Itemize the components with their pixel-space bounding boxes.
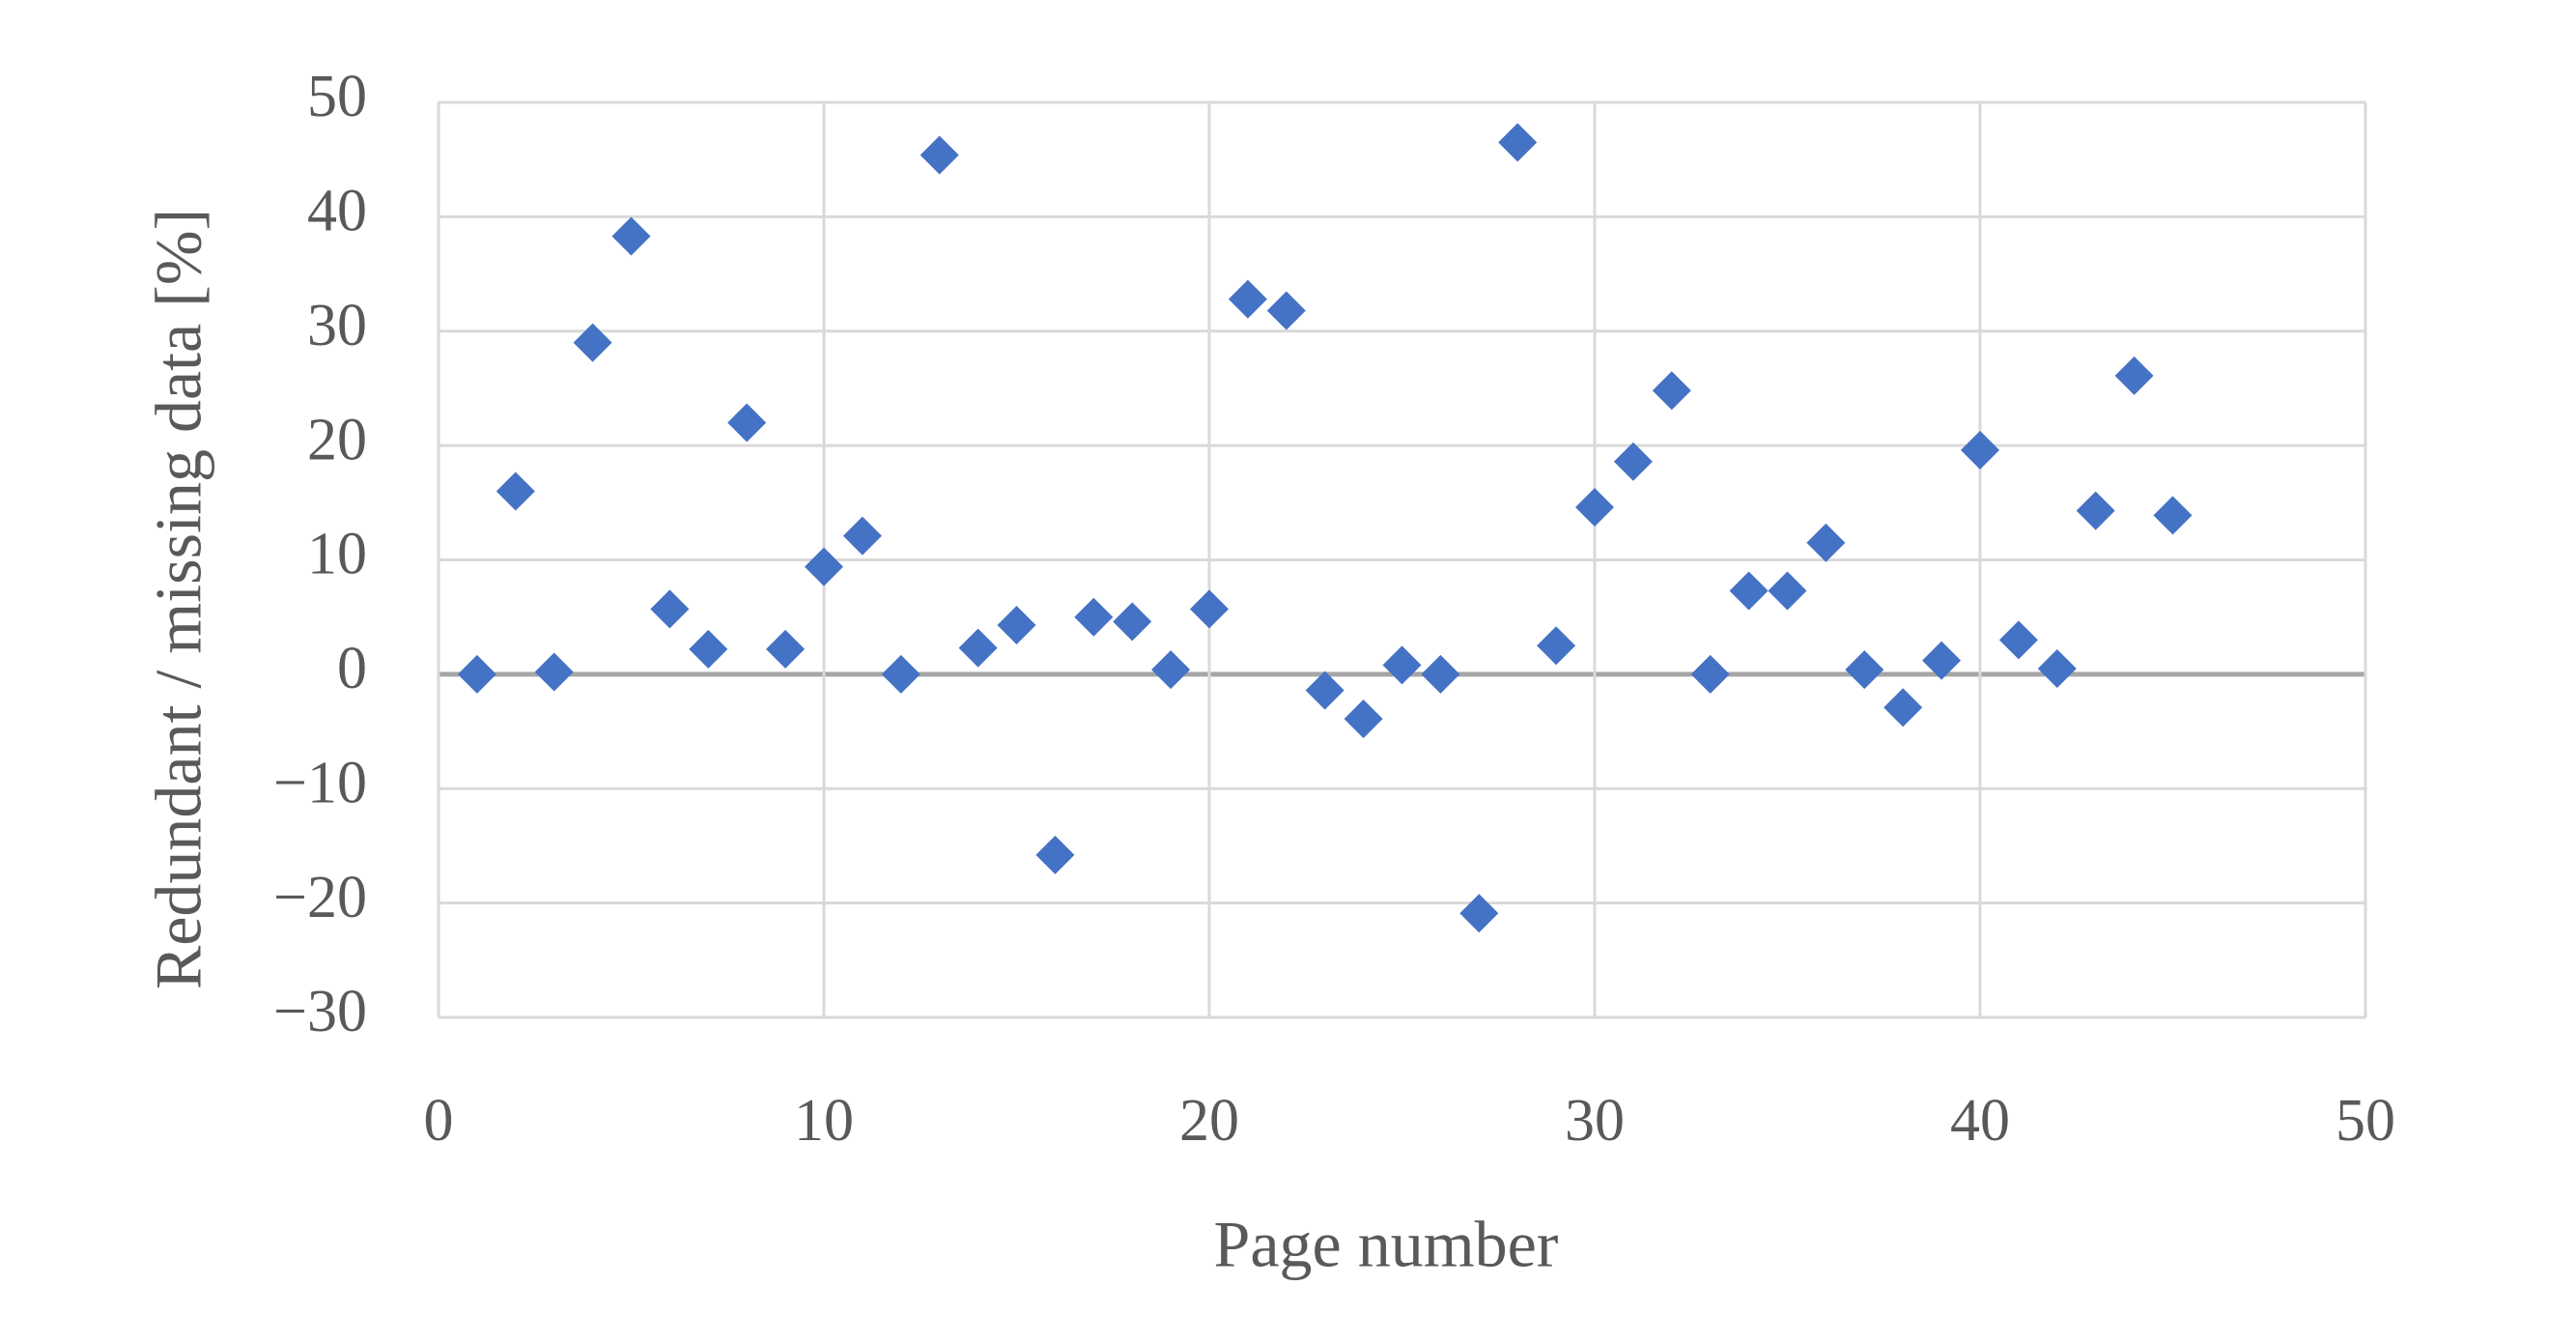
y-tick-label: 40 <box>307 179 367 244</box>
point <box>1113 602 1152 642</box>
point <box>2037 648 2077 688</box>
y-tick-label: 10 <box>307 522 367 587</box>
point <box>457 654 496 694</box>
point <box>1035 835 1075 874</box>
point <box>1961 430 1999 470</box>
point <box>1305 671 1345 710</box>
point <box>1883 688 1923 728</box>
point <box>689 629 728 669</box>
point <box>1537 626 1576 666</box>
x-axis-title: Page number <box>1214 1208 1559 1281</box>
x-tick-label: 30 <box>1565 1088 1625 1154</box>
y-axis-title: Redundant / missing data [%] <box>142 209 215 989</box>
y-tick-label: −30 <box>273 979 367 1044</box>
point <box>495 471 535 511</box>
point <box>1575 488 1614 528</box>
point <box>1768 571 1807 611</box>
point <box>1845 650 1884 690</box>
point <box>1266 291 1306 330</box>
point <box>1998 620 2038 660</box>
y-tick-label: 20 <box>307 407 367 472</box>
y-tick-label: 30 <box>307 293 367 358</box>
point <box>2153 496 2193 535</box>
x-tick-label: 20 <box>1179 1088 1239 1154</box>
x-tick-label: 40 <box>1950 1088 2010 1154</box>
point <box>1613 442 1653 481</box>
x-tick-label: 0 <box>424 1088 454 1154</box>
y-tick-label: −20 <box>273 865 367 930</box>
point <box>573 323 612 362</box>
point <box>1498 123 1538 162</box>
point <box>650 589 690 629</box>
point <box>1151 650 1191 690</box>
point <box>611 216 651 256</box>
y-tick-label: 0 <box>337 636 367 701</box>
point <box>727 403 767 443</box>
point <box>1690 654 1730 694</box>
point <box>766 629 806 669</box>
point <box>958 628 998 668</box>
x-tick-label: 10 <box>794 1088 854 1154</box>
y-tick-label: −10 <box>273 750 367 815</box>
x-tick-label: 50 <box>2335 1088 2395 1154</box>
point <box>1806 523 1846 562</box>
point <box>1382 645 1422 685</box>
point <box>1421 654 1460 694</box>
point <box>1729 571 1769 611</box>
point <box>805 547 843 586</box>
point <box>997 605 1036 644</box>
point <box>534 652 574 692</box>
point <box>1922 641 1962 680</box>
point <box>1074 597 1114 637</box>
y-tick-label: 50 <box>307 64 367 129</box>
point <box>1652 371 1691 411</box>
point <box>920 135 959 175</box>
point <box>1190 589 1229 629</box>
point <box>842 516 882 556</box>
point <box>2114 356 2154 395</box>
point <box>1228 279 1267 319</box>
point <box>881 654 920 694</box>
point <box>1459 894 1499 933</box>
point <box>1344 700 1383 739</box>
point <box>2076 491 2115 530</box>
